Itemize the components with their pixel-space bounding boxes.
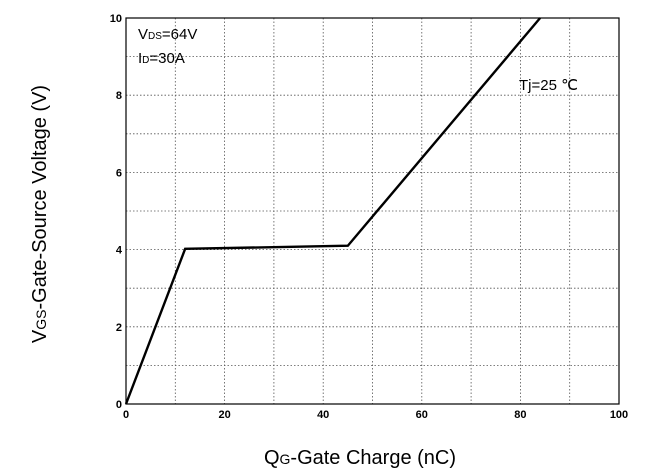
x-tick-label: 20 <box>218 409 230 421</box>
y-axis-title: VGS-Gate-Source Voltage (V) <box>29 85 51 343</box>
grid-lines <box>126 18 619 404</box>
gate-charge-curve <box>124 17 542 405</box>
y-tick-label: 2 <box>116 322 122 334</box>
x-tick-label: 0 <box>123 409 129 421</box>
y-tick-label: 4 <box>116 245 123 257</box>
vds-annotation: VDS=64V <box>138 26 197 43</box>
x-tick-label: 40 <box>317 409 329 421</box>
x-axis-title: QG-Gate Charge (nC) <box>264 447 456 469</box>
y-tick-label: 8 <box>116 90 122 102</box>
tj-annotation: Tj=25 ℃ <box>519 77 578 94</box>
y-tick-label: 0 <box>116 399 122 411</box>
tick-labels: 0 20 40 60 80 100 0 2 4 6 8 10 <box>110 13 628 421</box>
y-tick-label: 6 <box>116 167 122 179</box>
x-tick-label: 60 <box>416 409 428 421</box>
id-annotation: ID=30A <box>138 50 185 67</box>
y-tick-label: 10 <box>110 13 122 25</box>
series-layer <box>124 17 542 405</box>
x-tick-label: 80 <box>514 409 526 421</box>
plot-frame <box>125 17 620 405</box>
x-tick-label: 100 <box>610 409 628 421</box>
